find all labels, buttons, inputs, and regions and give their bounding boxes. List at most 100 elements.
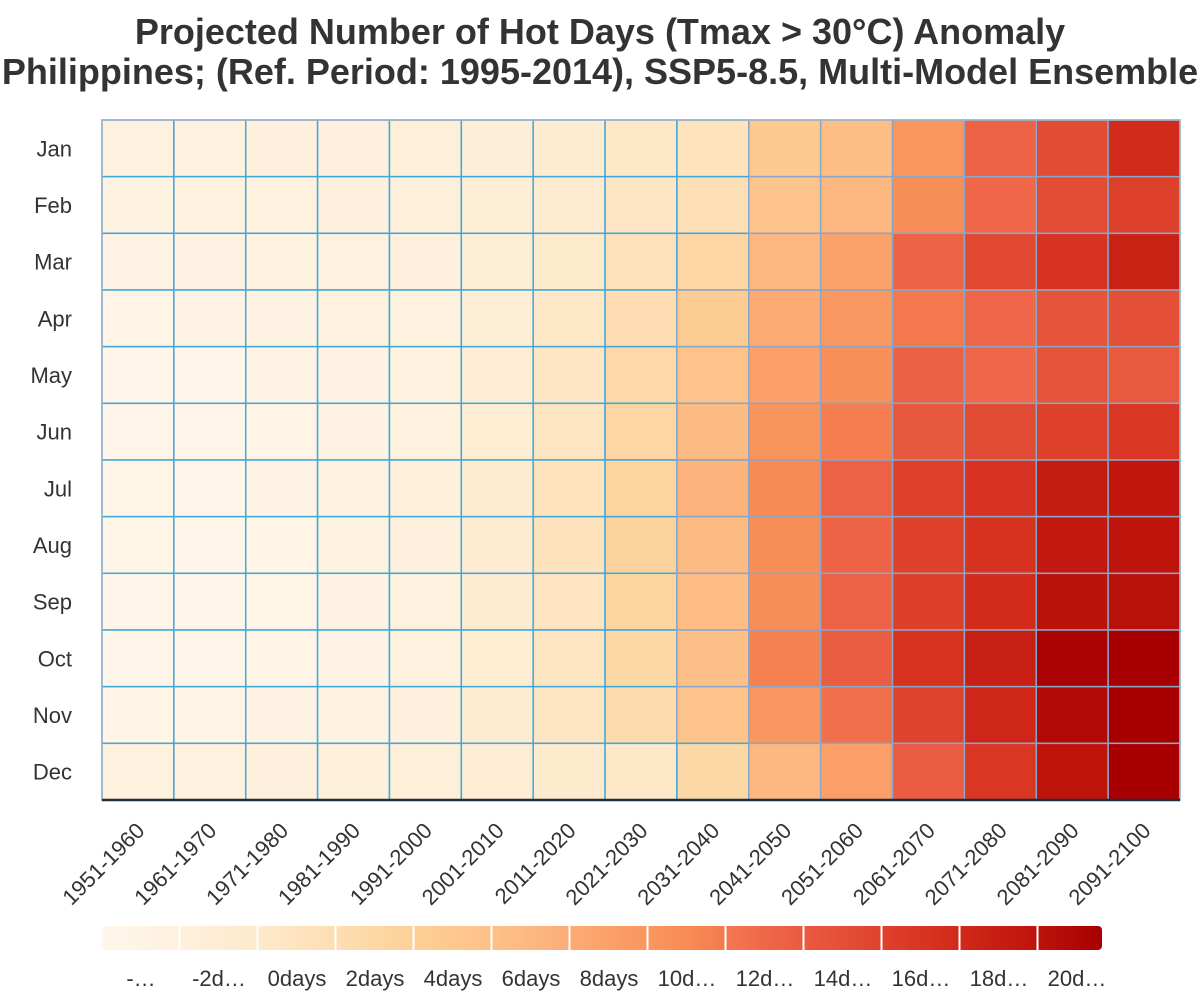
heatmap-cell — [891, 685, 966, 745]
heatmap-cell — [173, 685, 247, 745]
heatmap-cell — [244, 629, 319, 688]
heatmap-cell — [244, 742, 319, 801]
heatmap-cell — [676, 119, 750, 178]
heatmap-cell — [1107, 289, 1181, 348]
heatmap-cell — [963, 345, 1038, 405]
heatmap-cell — [963, 629, 1038, 688]
heatmap-cell — [316, 742, 391, 801]
heatmap-cell — [891, 402, 966, 461]
heatmap-cell — [388, 345, 463, 405]
heatmap-cell — [819, 515, 894, 575]
heatmap-cell — [891, 289, 966, 348]
heatmap-cell — [963, 289, 1038, 348]
heatmap-cell — [748, 289, 822, 348]
heatmap-cell — [532, 345, 606, 405]
y-tick-label: Jul — [44, 476, 72, 501]
colorbar-labels: -… -2d… 0days 2days 4days 6days 8days 10d… 12d… 1… — [102, 966, 1106, 996]
heatmap-cell — [388, 685, 463, 745]
heatmap-cell — [748, 515, 822, 575]
heatmap-cell — [101, 175, 175, 235]
y-tick-label: Apr — [38, 306, 72, 331]
heatmap-cell — [101, 402, 175, 461]
heatmap-cell — [316, 685, 391, 745]
heatmap-cell — [1107, 175, 1181, 235]
heatmap-cell — [1035, 515, 1109, 575]
y-tick-label: May — [30, 363, 72, 388]
heatmap-cell — [460, 289, 534, 348]
heatmap-cell — [604, 119, 678, 178]
heatmap-cell — [748, 232, 822, 291]
heatmap-cell — [891, 515, 966, 575]
heatmap-cell — [963, 175, 1038, 235]
heatmap-cell — [532, 515, 606, 575]
heatmap-cell — [819, 289, 894, 348]
heatmap-cell — [676, 685, 750, 745]
heatmap-cell — [173, 232, 247, 291]
y-tick-label: Dec — [33, 760, 72, 785]
heatmap-cell — [963, 742, 1038, 801]
heatmap-cell — [676, 572, 750, 631]
colorbar — [102, 926, 1102, 950]
heatmap-cell — [1035, 119, 1109, 178]
heatmap-cell — [173, 345, 247, 405]
heatmap-cell — [819, 685, 894, 745]
heatmap-cell — [101, 459, 175, 518]
heatmap-cell — [748, 175, 822, 235]
heatmap-cells — [101, 119, 1181, 801]
heatmap-cell — [460, 572, 534, 631]
heatmap-cell — [819, 572, 894, 631]
heatmap-cell — [676, 515, 750, 575]
heatmap-cell — [460, 402, 534, 461]
heatmap-cell — [532, 572, 606, 631]
heatmap-cell — [1107, 742, 1181, 801]
heatmap-cell — [748, 572, 822, 631]
heatmap-cell — [316, 459, 391, 518]
heatmap-cell — [244, 685, 319, 745]
heatmap-cell — [101, 119, 175, 178]
heatmap-cell — [316, 119, 391, 178]
heatmap-cell — [819, 459, 894, 518]
heatmap-cell — [604, 345, 678, 405]
heatmap-cell — [460, 232, 534, 291]
heatmap-cell — [1035, 572, 1109, 631]
heatmap-cell — [963, 119, 1038, 178]
heatmap-cell — [604, 685, 678, 745]
heatmap-cell — [1035, 232, 1109, 291]
heatmap-cell — [173, 742, 247, 801]
heatmap-cell — [963, 232, 1038, 291]
colorbar-tick-label: 14d… — [813, 966, 873, 991]
heatmap-cell — [676, 289, 750, 348]
heatmap-cell — [963, 459, 1038, 518]
chart-title: Projected Number of Hot Days (Tmax > 30°… — [134, 12, 1066, 52]
heatmap-cell — [604, 629, 678, 688]
heatmap-cell — [101, 742, 175, 801]
heatmap-cell — [676, 742, 750, 801]
heatmap-cell — [388, 629, 463, 688]
heatmap-cell — [173, 119, 247, 178]
heatmap-cell — [1035, 459, 1109, 518]
heatmap-cell — [316, 629, 391, 688]
heatmap-cell — [460, 629, 534, 688]
heatmap-cell — [891, 629, 966, 688]
heatmap-cell — [101, 572, 175, 631]
y-tick-label: Jan — [37, 136, 72, 161]
heatmap-cell — [244, 119, 319, 178]
heatmap-cell — [963, 572, 1038, 631]
heatmap-cell — [1035, 289, 1109, 348]
heatmap-cell — [604, 572, 678, 631]
heatmap-cell — [460, 742, 534, 801]
heatmap-cell — [388, 742, 463, 801]
heatmap-cell — [460, 515, 534, 575]
heatmap-cell — [748, 685, 822, 745]
colorbar-tick-label: 2days — [345, 966, 405, 991]
heatmap-cell — [819, 175, 894, 235]
heatmap-cell — [1035, 742, 1109, 801]
heatmap-cell — [604, 515, 678, 575]
heatmap-cell — [891, 345, 966, 405]
heatmap-cell — [101, 289, 175, 348]
heatmap-cell — [244, 515, 319, 575]
heatmap-cell — [101, 515, 175, 575]
heatmap-cell — [460, 119, 534, 178]
colorbar-tick-label: 18d… — [969, 966, 1029, 991]
